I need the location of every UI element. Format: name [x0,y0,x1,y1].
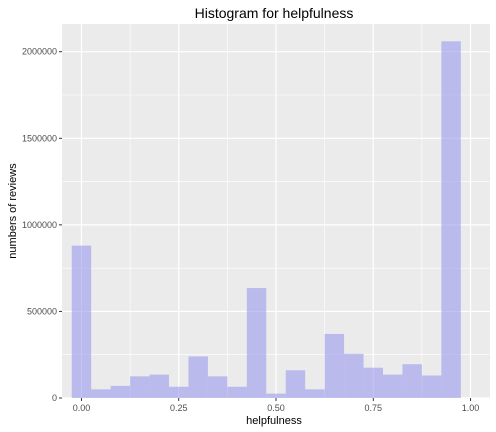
histogram-bars [71,41,461,398]
histogram-bar [149,374,169,398]
y-tick-label: 1500000 [22,133,57,143]
x-tick-label: 0.50 [267,403,285,413]
histogram-bar [188,356,208,398]
y-axis-ticks: 0 500000 1000000 1500000 2000000 [22,47,62,403]
histogram-bar [305,389,325,398]
histogram-bar [324,333,345,398]
histogram-bar [71,245,92,398]
histogram-bar [402,364,422,398]
y-tick-label: 1000000 [22,220,57,230]
histogram-bar [227,386,247,398]
histogram-bar [441,41,461,398]
y-tick-label: 2000000 [22,47,57,57]
histogram-bar [246,288,267,398]
chart-title: Histogram for helpfulness [195,5,354,21]
histogram-bar [169,386,189,398]
x-tick-label: 1.00 [462,403,480,413]
histogram-bar [363,367,383,398]
x-tick-label: 0.25 [170,403,188,413]
x-axis-title: helpfulness [246,415,302,427]
y-tick-label: 500000 [27,306,57,316]
x-tick-label: 0.75 [365,403,383,413]
y-tick-label: 0 [52,393,57,403]
histogram-bar [110,385,131,398]
x-tick-label: 0.00 [73,403,91,413]
histogram-bar [266,393,286,398]
histogram-bar [207,376,228,398]
histogram-bar [91,389,111,398]
y-axis-title: numbers of reviews [7,163,19,259]
histogram-bar [344,353,364,398]
x-axis-ticks: 0.00 0.25 0.50 0.75 1.00 [73,398,480,413]
histogram-bar [421,375,442,398]
histogram-bar [383,374,403,398]
histogram-bar [130,376,150,398]
histogram-bar [285,370,306,398]
